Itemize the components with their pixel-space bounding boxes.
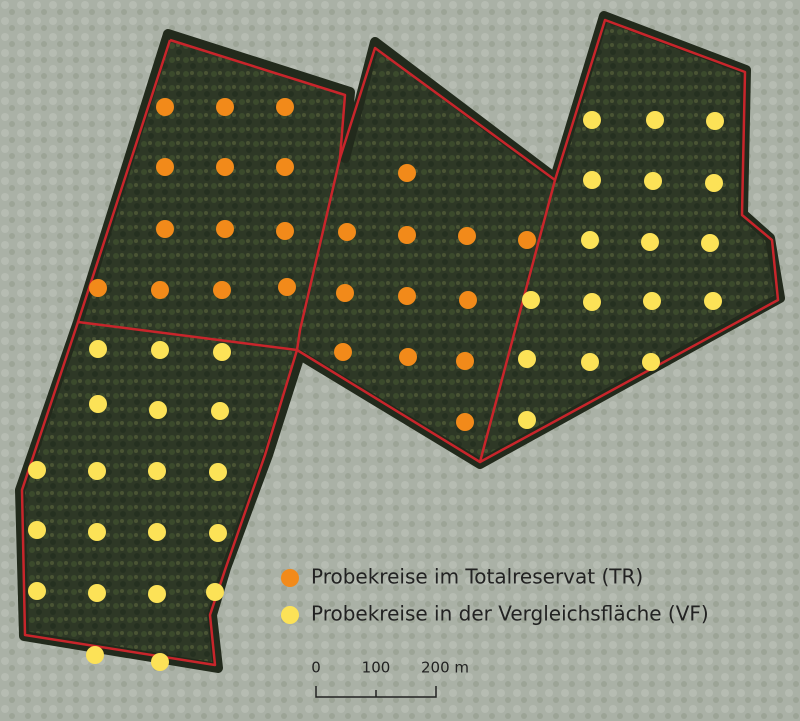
sample-plot [213, 281, 231, 299]
sample-plot [646, 111, 664, 129]
sample-plot [398, 287, 416, 305]
sample-plots [28, 98, 724, 671]
sample-plot [518, 231, 536, 249]
sample-plot [28, 461, 46, 479]
sample-plot [338, 223, 356, 241]
sample-plot [642, 353, 660, 371]
sample-plot [701, 234, 719, 252]
sample-plot [28, 521, 46, 539]
sample-plot [88, 462, 106, 480]
sample-plot [334, 343, 352, 361]
sample-plot [86, 646, 104, 664]
sample-plot [522, 291, 540, 309]
sample-plot [459, 291, 477, 309]
sample-plot [89, 279, 107, 297]
sample-plot [276, 158, 294, 176]
scale-label: 0 [311, 659, 321, 677]
sample-plot [209, 524, 227, 542]
sample-plot [276, 98, 294, 116]
boundaries [20, 18, 780, 667]
boundary [479, 18, 780, 464]
sample-plot [583, 171, 601, 189]
sample-plot [88, 523, 106, 541]
sample-plot [156, 98, 174, 116]
sample-plot [156, 158, 174, 176]
sample-plot [336, 284, 354, 302]
sample-plot [148, 523, 166, 541]
sample-plot [706, 112, 724, 130]
sample-plot [518, 411, 536, 429]
sample-plot [581, 231, 599, 249]
sample-plot [278, 278, 296, 296]
sample-plot [216, 220, 234, 238]
sample-plot [705, 174, 723, 192]
legend-label: Probekreise in der Vergleichsfläche (VF) [311, 602, 709, 626]
sample-plot [583, 111, 601, 129]
scale-label: 200 m [421, 659, 469, 677]
sample-plot [704, 292, 722, 310]
sample-plot [28, 582, 46, 600]
sample-plot [148, 585, 166, 603]
legend-marker [281, 606, 299, 624]
legend: Probekreise im Totalreservat (TR) Probek… [281, 565, 709, 626]
sample-plot [151, 341, 169, 359]
sample-plot [641, 233, 659, 251]
sample-plot [206, 583, 224, 601]
sample-plot [216, 158, 234, 176]
sample-plot [213, 343, 231, 361]
sample-plot [398, 226, 416, 244]
sample-plot [456, 352, 474, 370]
sample-plot [151, 653, 169, 671]
sample-plot [156, 220, 174, 238]
sample-plot [148, 462, 166, 480]
sample-plot [211, 402, 229, 420]
sample-plot [276, 222, 294, 240]
sample-plot [644, 172, 662, 190]
sample-plot [89, 395, 107, 413]
sample-plot [518, 350, 536, 368]
legend-label: Probekreise im Totalreservat (TR) [311, 565, 643, 589]
sample-plot [151, 281, 169, 299]
sample-plot [399, 348, 417, 366]
sample-plot [89, 340, 107, 358]
scale-bar: 0 100 200 m [311, 659, 469, 698]
sample-plot [398, 164, 416, 182]
legend-marker [281, 569, 299, 587]
boundary [20, 321, 299, 667]
sample-plot [88, 584, 106, 602]
sample-plot [149, 401, 167, 419]
sample-plot [216, 98, 234, 116]
scale-label: 100 [362, 659, 391, 677]
sample-plot [583, 293, 601, 311]
sample-plot [581, 353, 599, 371]
sample-plot [458, 227, 476, 245]
sample-plot [209, 463, 227, 481]
sample-plot [643, 292, 661, 310]
sample-plot [456, 413, 474, 431]
